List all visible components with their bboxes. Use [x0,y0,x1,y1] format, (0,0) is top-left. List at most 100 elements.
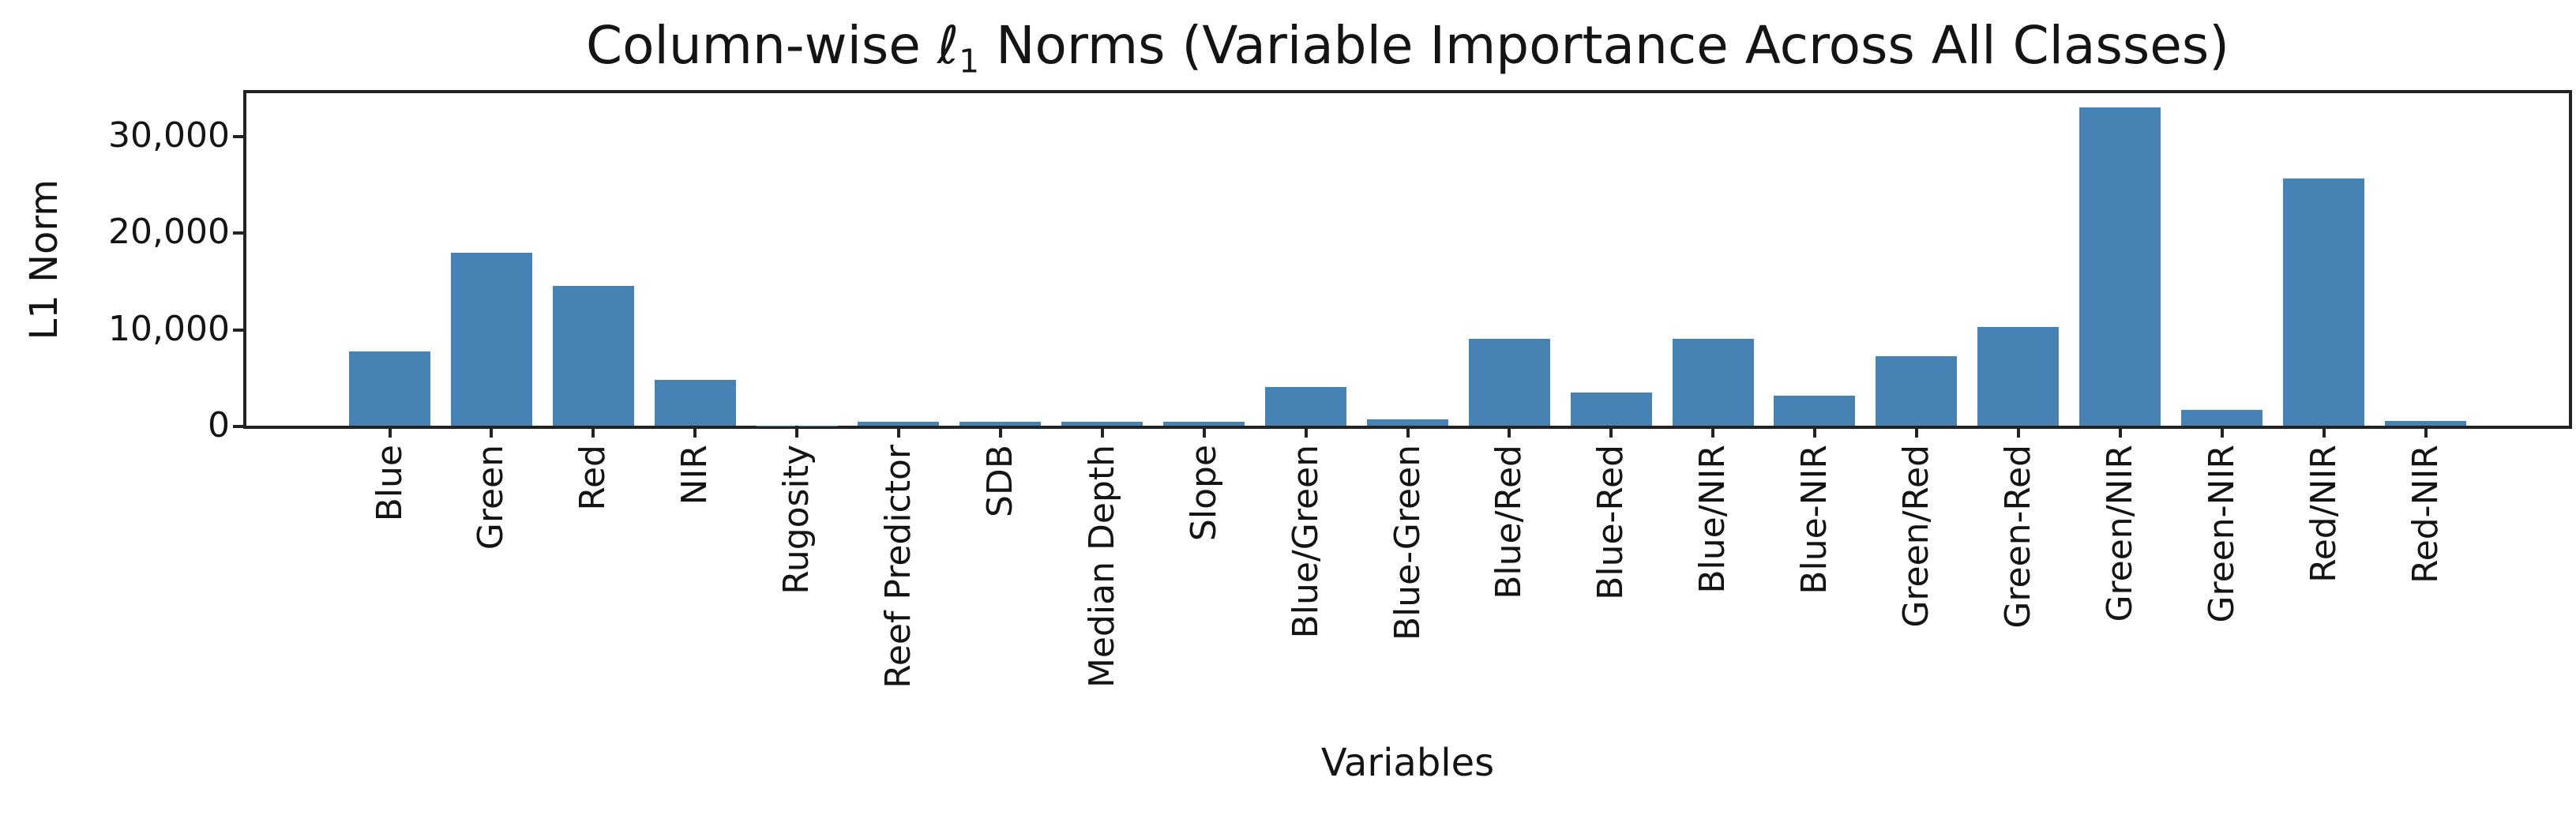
x-tick-label: Blue/NIR [1692,445,1733,594]
x-tick-mark [1406,426,1410,438]
bar-red [552,285,634,426]
x-tick-labelbox: Blue-NIR [1791,445,1838,595]
x-axis-label: Variables [1320,741,1495,785]
x-tick-label: Green-Red [1997,445,2038,629]
bar-blue-green [1366,419,1448,426]
bar-red-nir [2384,421,2466,426]
bars-container [246,93,2569,426]
x-tick-label: Green/NIR [2099,445,2140,622]
x-tick-labelbox: Blue [366,445,414,521]
x-tick-label: Green [471,445,512,550]
x-tick-labelbox: SDB [977,445,1024,517]
x-tick-mark [388,426,392,438]
x-tick-mark [998,426,1002,438]
chart-title-ell-symbol: ℓ [937,15,959,76]
bar-green-nir [2079,107,2161,426]
bar-reef-predictor [858,422,940,426]
x-tick-label: SDB [979,445,1020,517]
x-tick-labelbox: Green/NIR [2097,445,2144,622]
x-tick-labelbox: Green-Red [1995,445,2042,629]
x-tick-mark [795,426,799,438]
y-tick-label: 0 [208,405,230,445]
bar-blue-nir [1672,338,1754,426]
y-tick-label: 20,000 [108,212,230,253]
x-tick-mark [2220,426,2224,438]
x-tick-label: Red-NIR [2405,445,2446,584]
x-tick-label: Blue/Red [1489,445,1530,599]
y-tick-label: 30,000 [108,115,230,156]
x-tick-labelbox: Green/Red [1893,445,1940,628]
y-tick-mark [233,231,243,235]
bar-blue-green [1265,387,1347,426]
x-tick-mark [2424,426,2428,438]
x-tick-mark [2016,426,2020,438]
x-tick-labelbox: Blue/Red [1485,445,1533,599]
y-tick-label: 10,000 [108,308,230,349]
x-tick-labelbox: Blue/NIR [1689,445,1737,594]
x-tick-label: Red [573,445,614,511]
x-tick-mark [1508,426,1511,438]
x-tick-labelbox: Red-NIR [2402,445,2450,584]
bar-green-nir [2181,410,2263,426]
y-axis-label: L1 Norm [21,90,68,429]
y-tick-mark [233,134,243,138]
x-tick-label: Blue-Green [1387,445,1428,641]
x-tick-mark [1304,426,1308,438]
x-tick-mark [591,426,595,438]
x-tick-mark [1100,426,1104,438]
x-tick-label: Red/NIR [2303,445,2344,583]
x-tick-label: Median Depth [1081,445,1122,689]
x-tick-labelbox: Blue-Green [1384,445,1432,641]
x-tick-mark [2322,426,2326,438]
x-tick-mark [2118,426,2122,438]
bar-sdb [959,422,1042,426]
x-tick-mark [1609,426,1613,438]
x-tick-mark [1202,426,1206,438]
bar-red-nir [2282,178,2364,426]
plot-area: 0 10,000 20,000 30,000 Blue Green Red NIR Rugos… [108,90,2572,689]
x-tick-labelbox: Blue-Red [1587,445,1635,600]
x-tick-mark [1711,426,1715,438]
x-tick-labelbox: NIR [671,445,719,505]
bar-blue-red [1468,338,1550,426]
x-tick-labelbox: Reef Predictor [875,445,922,689]
bar-green-red [1876,355,1958,426]
y-axis-label-text: L1 Norm [22,178,66,340]
x-tick-label: Blue/Green [1285,445,1326,639]
bar-blue-red [1570,392,1652,426]
bar-green-red [1977,327,2060,426]
x-tick-mark [897,426,900,438]
x-tick-label: Blue [369,445,410,522]
x-tick-mark [1813,426,1817,438]
x-tick-mark [693,426,697,438]
x-tick-labelbox: Slope [1181,445,1228,541]
x-tick-label: Blue-NIR [1794,445,1835,595]
x-tick-label: Blue-Red [1590,445,1632,600]
x-tick-label: NIR [674,445,715,505]
y-tick-mark [233,328,243,332]
x-tick-labelbox: Rugosity [773,445,820,595]
x-tick-labelbox: Green [468,445,515,550]
x-tick-labelbox: Green-NIR [2199,445,2246,623]
x-tick-mark [1915,426,1918,438]
x-tick-label: Reef Predictor [878,445,918,689]
x-tick-label: Green/Red [1896,445,1936,628]
chart-title-subscript: 1 [959,42,980,81]
bar-nir [654,380,736,426]
chart-title: Column-wise ℓ1 Norms (Variable Importanc… [243,17,2572,79]
x-tick-mark [490,426,494,438]
x-tick-label: Green-NIR [2201,445,2242,623]
y-tick-mark [233,425,243,428]
bar-green [450,252,532,426]
x-tick-labelbox: Red/NIR [2300,445,2348,583]
chart-title-suffix: Norms (Variable Importance Across All Cl… [979,15,2229,76]
bar-blue [349,351,430,426]
chart-title-prefix: Column-wise [586,15,937,76]
x-tick-labelbox: Median Depth [1079,445,1126,688]
x-tick-labelbox: Blue/Green [1282,445,1330,638]
x-tick-label: Rugosity [776,445,817,595]
bar-slope [1163,422,1245,426]
bar-median-depth [1061,422,1143,426]
bar-blue-nir [1774,396,1856,426]
